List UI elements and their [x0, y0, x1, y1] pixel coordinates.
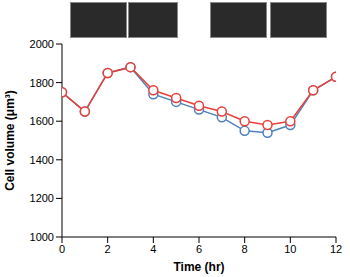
svg-text:1000: 1000 — [30, 231, 54, 243]
svg-text:1800: 1800 — [30, 77, 54, 89]
svg-text:2: 2 — [105, 243, 111, 255]
svg-text:Time (hr): Time (hr) — [173, 260, 224, 274]
svg-text:2000: 2000 — [30, 38, 54, 50]
svg-text:10: 10 — [284, 243, 296, 255]
svg-text:1400: 1400 — [30, 154, 54, 166]
svg-text:8: 8 — [242, 243, 248, 255]
svg-text:6: 6 — [196, 243, 202, 255]
svg-text:4: 4 — [150, 243, 156, 255]
svg-text:1200: 1200 — [30, 192, 54, 204]
svg-text:12: 12 — [330, 243, 342, 255]
svg-text:0: 0 — [59, 243, 65, 255]
svg-text:1600: 1600 — [30, 115, 54, 127]
svg-text:Cell volume (μm³): Cell volume (μm³) — [3, 90, 17, 191]
